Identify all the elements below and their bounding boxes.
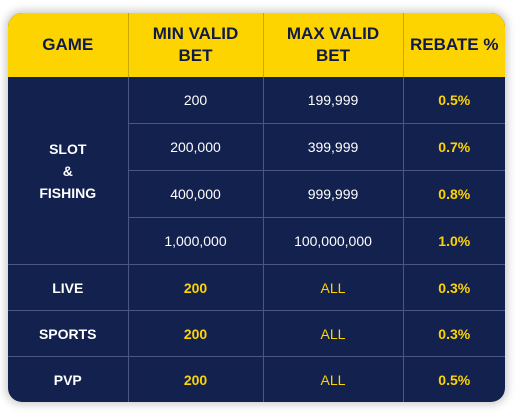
game-cell-pvp: PVP	[8, 356, 129, 402]
min-bet-cell: 1,000,000	[128, 217, 264, 265]
table-row: SLOT & FISHING 200 199,999 0.5%	[8, 77, 505, 265]
header-game: GAME	[8, 13, 129, 77]
header-max-valid-bet: MAX VALID BET	[263, 13, 404, 77]
max-bet-cell: ALL	[263, 356, 404, 402]
header-min-valid-bet: MIN VALID BET	[128, 13, 264, 77]
header-rebate: REBATE %	[403, 13, 505, 77]
table-row: 200,000 399,999 0.7%	[8, 123, 505, 171]
max-bet-cell: 399,999	[263, 123, 404, 171]
min-bet-cell: 200	[128, 264, 264, 311]
table-row: SPORTS 200 ALL 0.3%	[8, 310, 505, 357]
rebate-table-card: GAME MIN VALID BET MAX VALID BET REBATE % …	[8, 13, 505, 402]
table-header-row: GAME MIN VALID BET MAX VALID BET REBATE %	[8, 13, 505, 77]
min-bet-cell: 200	[128, 356, 264, 402]
rebate-cell: 0.5%	[438, 371, 471, 388]
rebate-cell: 0.5%	[403, 77, 505, 124]
rebate-cell: 0.8%	[403, 170, 505, 218]
min-bet-cell: 200	[128, 310, 264, 357]
rebate-cell: 0.3%	[403, 264, 505, 311]
max-bet-cell: 199,999	[263, 77, 404, 124]
max-bet-cell: 100,000,000	[263, 217, 404, 265]
game-cell-slot-fishing: SLOT & FISHING	[8, 77, 129, 265]
max-bet-cell: 999,999	[263, 170, 404, 218]
rebate-cell: 0.3%	[403, 310, 505, 357]
game-cell-live: LIVE	[8, 264, 129, 311]
rebate-table: GAME MIN VALID BET MAX VALID BET REBATE % …	[8, 13, 505, 402]
rebate-cell: 1.0%	[403, 217, 505, 265]
table-row: 1,000,000 100,000,000 1.0%	[8, 217, 505, 265]
min-bet-cell: 200	[128, 77, 264, 124]
max-bet-cell: ALL	[263, 264, 404, 311]
rebate-cell: 0.7%	[403, 123, 505, 171]
table-row: PVP 200 ALL 0.5%	[8, 356, 505, 402]
max-bet-cell: ALL	[263, 310, 404, 357]
min-bet-cell: 200,000	[128, 123, 264, 171]
table-row: 400,000 999,999 0.8%	[8, 170, 505, 218]
game-cell-sports: SPORTS	[8, 310, 129, 357]
table-row: LIVE 200 ALL 0.3%	[8, 264, 505, 311]
min-bet-cell: 400,000	[128, 170, 264, 218]
